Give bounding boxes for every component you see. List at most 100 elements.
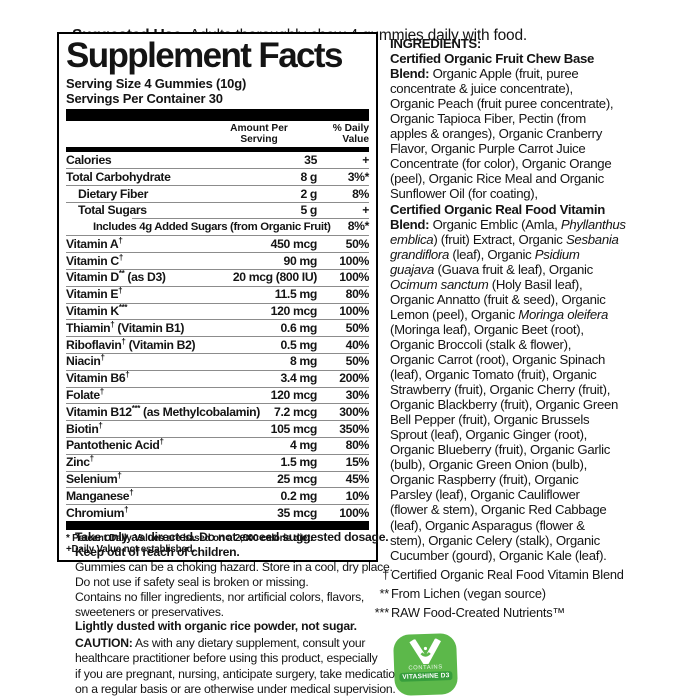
text-segment: (leaf), Organic Tomato (fruit), Organic [390, 367, 597, 383]
amount-cell: 8 mg [289, 354, 317, 369]
nutrient-row: Zinc† 1.5 mg 15% [66, 453, 370, 471]
nutrient-name: Vitamin C† [66, 252, 123, 268]
text-segment: Organic Carrot (root), Organic Spinach [390, 351, 606, 367]
text-segment: Organic Broccoli (stalk & flower), [390, 336, 572, 352]
nutrient-name: Vitamin B6† [66, 370, 130, 386]
text-segment: Organic Apple (fruit, puree [429, 66, 579, 82]
text-segment: Sesbania [565, 231, 619, 247]
text-segment: (Moringa leaf), Organic Beet (root), [390, 321, 584, 337]
nutrient-name: Total Carbohydrate [66, 169, 171, 184]
symbol-footnote: *** RAW Food-Created Nutrients™ [360, 604, 660, 623]
badge-contains-label: CONTAINS [408, 664, 443, 672]
nutrient-row: Manganese† 0.2 mg 10% [66, 487, 369, 504]
daily-value-cell: 300% [339, 404, 369, 419]
text-segment: (Guava fruit & leaf), Organic [434, 261, 593, 277]
text-segment: Bell Pepper (fruit), Organic Brussels [390, 412, 590, 428]
nutrient-row: Chromium† 35 mcg 100% [66, 504, 369, 521]
text-segment: Parsley (leaf), Organic Cauliflower [390, 487, 580, 503]
nutrient-name: Selenium† [66, 470, 122, 487]
text-segment: INGREDIENTS: [390, 36, 481, 51]
daily-value-cell: 100% [339, 304, 369, 319]
amount-cell: 1.5 mg [280, 455, 317, 470]
daily-value-cell: 80% [345, 287, 370, 302]
text-segment: (bulb), Organic Green Onion (bulb), [390, 457, 587, 473]
daily-value-cell: + [362, 152, 369, 167]
amount-cell: 0.2 mg [280, 488, 317, 503]
footnote-mark: ** [118, 269, 125, 279]
nutrient-name: Manganese† [66, 487, 134, 503]
daily-value-cell: 8% [352, 186, 369, 201]
footnote-mark: † [124, 504, 129, 514]
vitashine-v-icon [408, 638, 441, 665]
text-segment: Ocimum sanctum [390, 276, 489, 292]
divider-bar-bottom [66, 520, 369, 530]
footnote-text: From Lichen (vegan source) [391, 585, 546, 601]
nutrient-name: Biotin† [66, 420, 103, 436]
text-segment: Flavor, Organic Purple Carrot Juice [390, 141, 586, 157]
text-segment: guajava [390, 261, 435, 277]
text-segment: Sunflower Oil (for coating), [390, 186, 538, 202]
text-segment: emblica [390, 231, 434, 247]
daily-value-cell: 30% [345, 388, 370, 403]
amount-cell: 4 mg [289, 438, 317, 453]
text-segment: Cucumber (gourd), Organic Kale (leaf). [390, 547, 607, 563]
text-segment: Moringa oleifera [518, 306, 609, 322]
amount-cell: 8 g [300, 169, 317, 184]
footnote-symbol: *** [374, 604, 390, 620]
footnote-mark: † [118, 252, 123, 262]
amount-cell: 2 g [300, 186, 317, 201]
footnote-mark: † [110, 319, 115, 329]
servings-per-container: Servings Per Container 30 [66, 91, 223, 106]
text-segment: grandiflora [390, 246, 450, 262]
text-segment: Organic Raspberry (fruit), Organic [390, 472, 579, 488]
symbol-footnote: ** From Lichen (vegan source) [360, 585, 660, 604]
amount-cell: 20 mcg (800 IU) [232, 270, 318, 285]
daily-value-cell: 10% [345, 488, 370, 503]
footnote-mark: † [125, 370, 130, 380]
nutrient-row: Dietary Fiber 2 g 8% [66, 185, 369, 202]
amount-cell: 105 mcg [270, 421, 318, 436]
text-segment: healthcare practitioner before using thi… [75, 651, 378, 666]
table-header: Amount Per Serving % Daily Value [66, 123, 369, 145]
nutrient-row: Vitamin B12*** (as Methylcobalamin) 7.2 m… [66, 403, 369, 420]
amount-cell: 11.5 mg [274, 287, 318, 302]
text-segment: (leaf), Organic Asparagus (flower & [390, 517, 585, 533]
ingredients-text: INGREDIENTS: Certified Organic Fruit Chew… [390, 36, 668, 563]
text-segment: Phyllanthus [560, 216, 626, 232]
nutrient-table: Calories 35 + Total Carbohydrate 8 g 3%* Dieta… [66, 152, 369, 521]
nutrient-name: Includes 4g Added Sugars (from Organic F… [93, 221, 331, 234]
nutrient-row: Niacin† 8 mg 50% [66, 352, 370, 370]
nutrient-name: Pantothenic Acid† [66, 437, 164, 453]
nutrient-name: Thiamin† (Vitamin B1) [66, 319, 185, 335]
text-segment: Take only as directed. Do not exceed sug… [75, 530, 389, 544]
text-segment: Concentrate (for color), Organic Orange [390, 156, 612, 172]
text-segment: sweeteners or preservatives. [75, 604, 224, 619]
footnote-symbol: ** [379, 585, 389, 601]
amount-cell: 90 mg [283, 253, 318, 268]
text-segment: (leaf), Organic [449, 246, 535, 262]
footnote-mark: *** [118, 303, 128, 313]
text-segment: stem), Organic Celery (stalk), Organic [390, 532, 600, 548]
amount-cell: 5 g [300, 203, 317, 218]
text-segment: concentrate & juice concentrate), [390, 81, 573, 97]
footnote-symbol: † [382, 567, 389, 582]
text-segment: Lemon (peel), Organic [390, 306, 519, 322]
amount-cell: 25 mcg [277, 472, 317, 487]
daily-value-cell: 45% [345, 472, 370, 487]
nutrient-name: Total Sugars [78, 203, 147, 218]
text-segment: Organic Peach (fruit puree concentrate), [390, 96, 614, 112]
nutrient-row: Includes 4g Added Sugars (from Organic F… [66, 217, 369, 236]
nutrient-row: Vitamin A† 450 mcg 50% [66, 235, 369, 252]
footnote-mark: † [129, 487, 134, 497]
amount-cell: 0.6 mg [280, 320, 317, 335]
daily-value-cell: 50% [345, 354, 370, 369]
panel-footnotes: * Percent Daily Values are based on a 2,… [66, 533, 369, 556]
daily-value-cell: 15% [345, 455, 370, 470]
usage-warnings: Take only as directed. Do not exceed sug… [75, 530, 420, 634]
footnote-mark: † [98, 420, 103, 430]
nutrient-name: Vitamin K*** [66, 303, 128, 319]
nutrient-name: Riboflavin† (Vitamin B2) [66, 336, 196, 352]
footnote-mark: † [118, 286, 123, 296]
text-segment: if you are pregnant, nursing, anticipate… [75, 666, 402, 681]
